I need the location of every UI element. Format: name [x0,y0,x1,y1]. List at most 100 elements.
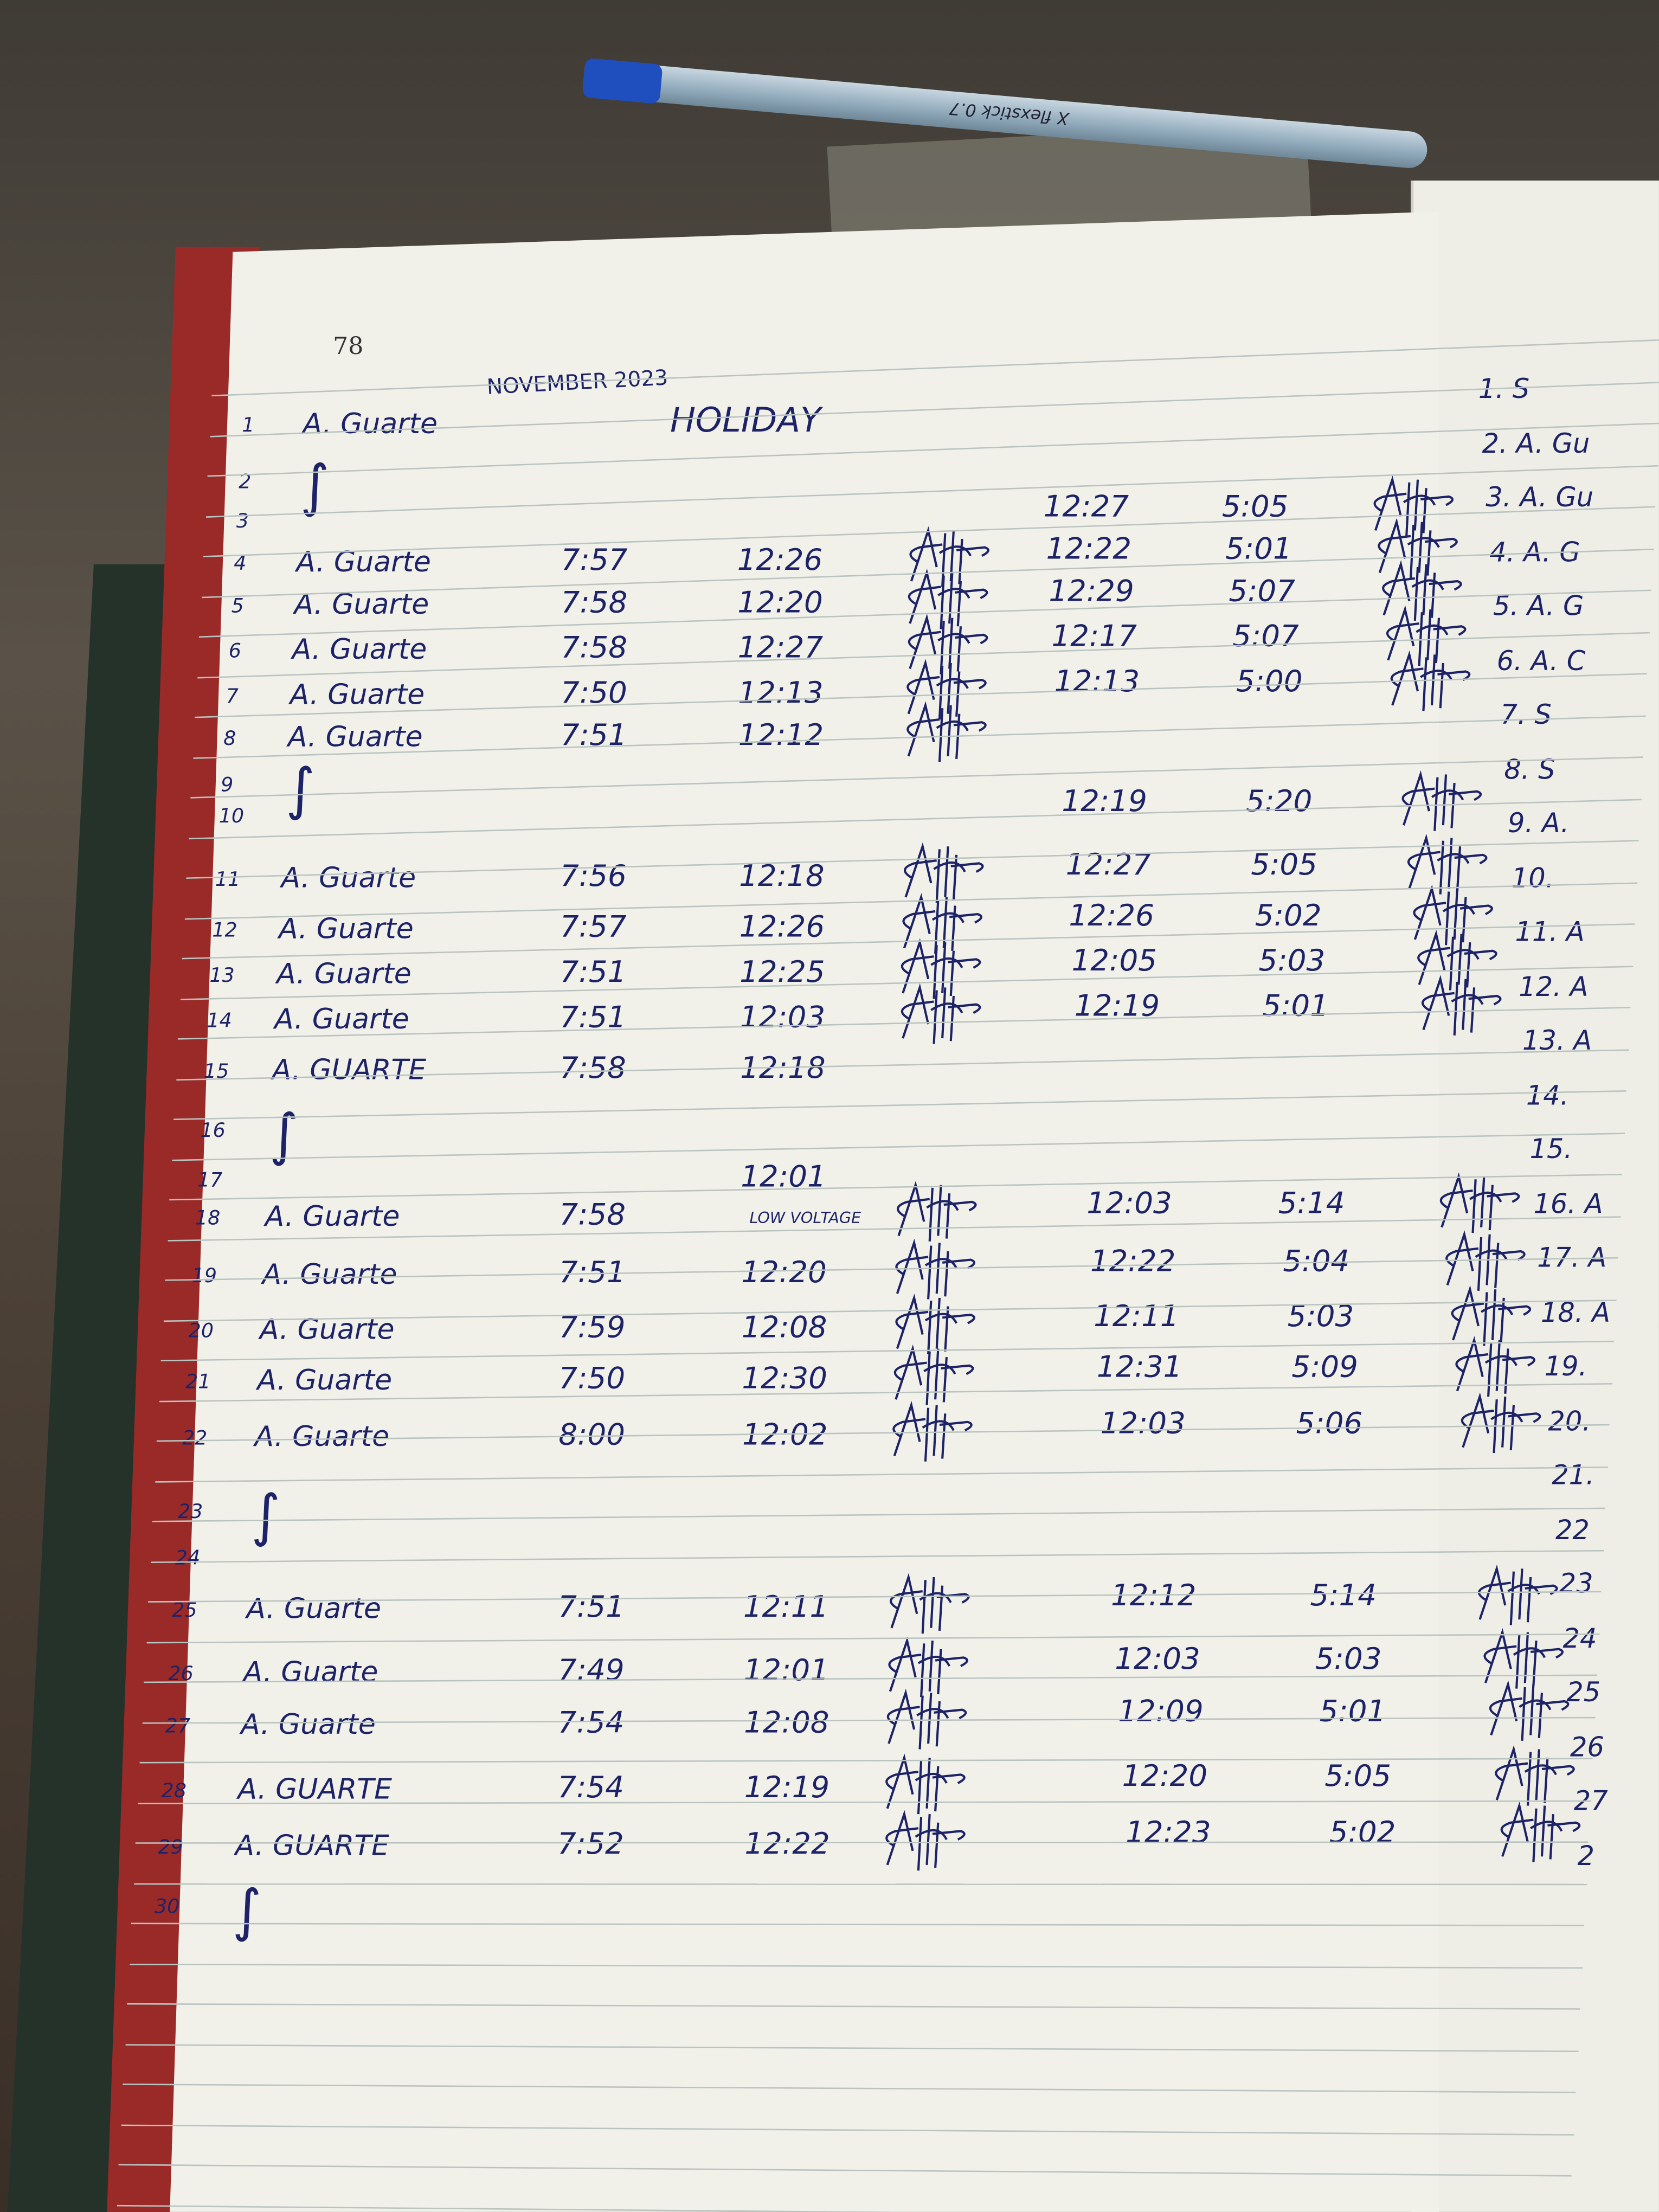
time-out-pm: 5:20 [1245,784,1313,819]
time-out-pm: 5:07 [1232,619,1299,653]
time-out-pm: 5:14 [1278,1186,1345,1220]
time-in-pm: 12:22 [1090,1244,1176,1278]
time-in-pm: 12:27 [1043,489,1129,524]
signature-pm [1477,1564,1558,1625]
time-in-am: HOLIDAY [670,400,821,440]
time-out-am: 12:13 [738,676,824,710]
right-page-line: 2 [1577,1840,1594,1872]
time-in-am: 7:49 [557,1653,625,1687]
time-out-am: LOW VOLTAGE [749,1208,861,1227]
time-out-am: 12:20 [737,585,823,620]
signature-pm [1440,1172,1520,1233]
time-out-pm: 5:02 [1329,1815,1396,1850]
time-in-am: 7:58 [561,631,628,665]
day-number: 4 [234,552,247,576]
time-out-pm: 5:05 [1251,847,1317,882]
right-page-line: 22 [1555,1514,1590,1546]
employee-name: A. Guarte [290,677,425,711]
signature-am [897,1181,977,1242]
employee-name: A. Guarte [292,632,427,666]
time-in-pm: 12:17 [1051,619,1137,653]
right-page-line: 25 [1566,1677,1601,1709]
day-number: 30 [154,1896,180,1919]
day-number: 16 [200,1120,226,1143]
time-out-am: 12:08 [741,1310,827,1345]
time-out-pm: 5:02 [1255,898,1322,933]
signature-pm [1417,929,1497,991]
time-in-pm: 12:31 [1096,1350,1182,1384]
day-number: 5 [231,595,244,618]
day-number: 25 [172,1599,197,1623]
signature-pm [1500,1801,1580,1862]
time-in-pm: 12:29 [1049,574,1134,608]
signature-pm [1456,1336,1536,1397]
right-page-line: 19. [1544,1351,1587,1382]
signature-am [901,938,982,999]
rest-day-mark: ∫ [285,757,316,822]
time-in-am: 7:58 [560,1051,626,1085]
right-page-line: 15. [1529,1134,1573,1166]
employee-name: A. Guarte [257,1362,393,1397]
time-in-am: 7:54 [557,1770,625,1804]
signature-am [901,983,981,1044]
right-page-line: 16. A [1533,1188,1603,1220]
page-number: 78 [333,333,364,362]
employee-name: A. Guarte [265,1199,400,1233]
time-in-pm: 12:03 [1086,1186,1172,1220]
signature-am [908,613,988,674]
rest-day-mark: ∫ [232,1879,262,1944]
day-number: 11 [215,869,241,892]
right-page-line: 7. S [1500,699,1552,731]
employee-name: A. GUARTE [272,1052,427,1086]
right-page-line: 2. A. Gu [1482,428,1590,459]
time-in-pm: 12:05 [1071,943,1158,978]
signature-am [903,842,983,903]
day-number: 9 [221,774,234,798]
day-number: 1 [242,414,255,438]
time-in-am: 7:50 [558,1361,626,1396]
time-out-am: 12:03 [740,1000,826,1034]
time-out-pm: 5:06 [1296,1406,1363,1441]
signature-pm [1408,833,1488,895]
employee-name: A. Guarte [274,1001,409,1036]
time-out-am: 12:18 [739,859,825,893]
right-page-line: 10. [1511,863,1554,894]
time-out-am: 12:25 [740,955,825,989]
signature-am [892,1400,973,1462]
time-out-am: 12:20 [741,1255,827,1290]
right-page-line: 26 [1570,1731,1604,1763]
day-number: 8 [223,728,236,751]
time-out-am: 12:12 [738,718,824,752]
time-out-pm: 5:09 [1291,1350,1358,1384]
day-number: 3 [236,510,249,533]
time-in-pm: 12:03 [1100,1406,1186,1441]
signature-pm [1483,1628,1564,1689]
day-number: 19 [191,1265,217,1288]
employee-name: A. Guarte [303,406,438,440]
pen-brand: X flexstick 0.7 [948,98,1070,128]
day-number: 13 [209,964,235,988]
employee-name: A. Guarte [287,719,423,754]
time-in-am: 7:54 [557,1705,625,1740]
time-in-pm: 12:03 [1115,1642,1200,1676]
signature-am [902,893,982,954]
time-in-pm: 12:23 [1126,1815,1211,1850]
time-in-am: 7:59 [558,1310,626,1345]
time-out-am: 12:11 [743,1590,829,1624]
right-page-line: 9. A. [1508,808,1570,840]
day-number: 29 [158,1836,183,1860]
time-in-am: 7:58 [561,585,628,620]
time-out-am: 12:26 [737,543,823,577]
day-number: 20 [188,1320,214,1343]
employee-name: A. Guarte [254,1419,390,1454]
signature-pm [1378,518,1458,578]
time-in-pm: 12:20 [1122,1759,1208,1793]
signature-am [909,526,989,587]
employee-name: A. Guarte [246,1591,382,1625]
day-number: 14 [207,1010,232,1033]
time-in-pm: 12:13 [1054,664,1140,698]
employee-name: A. Guarte [276,956,411,991]
day-number: 17 [197,1169,223,1192]
time-in-pm: 12:09 [1118,1694,1204,1728]
